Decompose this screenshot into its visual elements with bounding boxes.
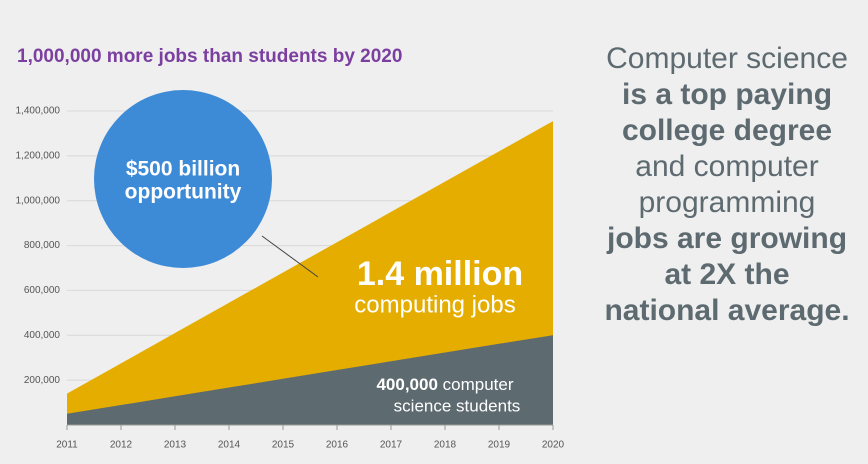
sidebar-line: jobs are growing	[606, 222, 847, 255]
x-tick-label: 2013	[164, 440, 187, 451]
y-tick-label: 600,000	[24, 285, 61, 296]
opportunity-circle	[94, 90, 272, 268]
area	[67, 121, 553, 425]
x-tick-label: 2018	[434, 440, 457, 451]
y-tick-label: 400,000	[24, 330, 61, 341]
y-tick-label: 1,000,000	[16, 195, 61, 206]
x-tick-label: 2017	[380, 440, 403, 451]
x-tick-label: 2015	[272, 440, 295, 451]
sidebar-line: at 2X the	[664, 258, 789, 291]
y-tick-label: 200,000	[24, 375, 61, 386]
jobs-label: 1.4 million	[357, 255, 523, 293]
y-tick-label: 1,200,000	[16, 150, 61, 161]
sidebar-line: Computer science	[606, 42, 848, 75]
chart-title: 1,000,000 more jobs than students by 202…	[17, 46, 402, 67]
x-tick-label: 2011	[56, 440, 78, 451]
area	[67, 335, 553, 425]
students-label: 400,000 computer	[376, 375, 513, 394]
leader-line	[261, 235, 319, 278]
x-tick-label: 2014	[218, 440, 241, 451]
sidebar-line: college degree	[622, 114, 832, 147]
sidebar-line: national average.	[604, 294, 849, 327]
x-tick-label: 2016	[326, 440, 349, 451]
sidebar-line: programming	[639, 186, 816, 219]
students-number: 400,000	[376, 375, 437, 394]
jobs-label: computing jobs	[354, 291, 515, 318]
x-tick-label: 2012	[110, 440, 133, 451]
sidebar-line: and computer	[635, 150, 818, 183]
sidebar-line: is a top paying	[622, 78, 832, 111]
x-tick-label: 2019	[488, 440, 511, 451]
circle-label: $500 billion	[126, 158, 240, 181]
students-text: computer	[443, 375, 514, 394]
students-label: science students	[394, 396, 521, 415]
circle-label: opportunity	[125, 181, 242, 204]
x-tick-label: 2020	[542, 440, 565, 451]
y-tick-label: 800,000	[24, 240, 61, 251]
y-tick-label: 1,400,000	[16, 106, 61, 117]
